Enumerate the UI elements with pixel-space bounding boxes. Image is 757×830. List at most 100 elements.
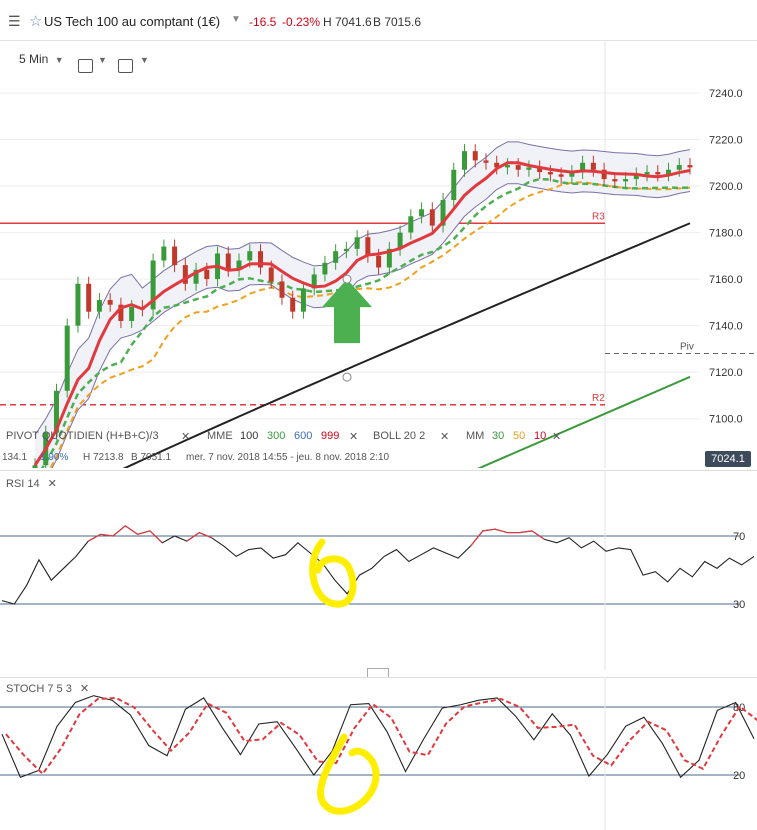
overbought-segment <box>519 530 533 534</box>
legend-mm[interactable]: MM <box>466 430 485 442</box>
hamburger-icon[interactable]: ☰ <box>8 13 21 29</box>
candle-body <box>64 325 70 391</box>
highlight-circle <box>317 733 380 815</box>
candle-body <box>580 162 586 173</box>
instrument-title[interactable]: US Tech 100 au comptant (1€) <box>44 14 221 29</box>
candle-body <box>590 162 596 170</box>
candle-body <box>429 209 435 226</box>
y-tick-label: 7180.0 <box>709 228 743 240</box>
oscillator-line <box>1 525 755 605</box>
overbought-segment <box>531 530 545 540</box>
panel-divider <box>0 470 757 471</box>
level-label: 70 <box>733 531 745 543</box>
legend-mm-10: 10 <box>534 430 547 442</box>
candle-body <box>86 283 92 312</box>
close-icon[interactable]: ✕ <box>79 683 90 695</box>
candle-body <box>472 151 478 161</box>
candle-body <box>236 260 242 270</box>
candle-body <box>666 169 672 175</box>
candle-body <box>118 304 124 321</box>
info-value: 134.1 <box>2 452 28 463</box>
candle-body <box>558 174 564 177</box>
candle-body <box>687 165 693 168</box>
y-tick-label: 7240.0 <box>709 88 743 100</box>
high-value: H 7041.6 <box>323 15 372 29</box>
price-chart[interactable]: 7240.0 7220.0 7200.0 7180.0 7160.0 7140.0 7120… <box>0 40 757 468</box>
instrument-header: ☰ ☆ US Tech 100 au comptant (1€) ▼ -16.5… <box>0 0 757 41</box>
timeframe-label: 5 Min <box>19 52 49 66</box>
overbought-segment <box>100 533 114 537</box>
candle-body <box>440 199 446 226</box>
moving-average-red-line <box>33 161 691 467</box>
candle-body <box>193 269 199 284</box>
close-icon[interactable]: ✕ <box>181 431 191 443</box>
candle-body <box>107 300 113 305</box>
level-label: 20 <box>733 770 745 782</box>
overbought-segment <box>469 530 484 547</box>
candle-body <box>204 269 210 280</box>
legend-mme-999: 999 <box>321 430 340 442</box>
rsi-label-text: RSI 14 <box>6 478 40 490</box>
arrow-handle <box>342 372 352 382</box>
legend-pivot[interactable]: PIVOT QUOTIDIEN (H+B+C)/3 <box>6 430 159 442</box>
panel-divider <box>0 677 757 678</box>
y-tick-label: 7160.0 <box>709 274 743 286</box>
y-tick-label: 7200.0 <box>709 181 743 193</box>
y-tick-label: 7140.0 <box>709 321 743 333</box>
arrow-handle <box>342 274 352 284</box>
candle-body <box>376 255 382 268</box>
candle-body <box>53 390 59 433</box>
candle-body <box>268 267 274 282</box>
candle-body <box>601 169 607 180</box>
candle-body <box>161 246 167 261</box>
stoch-label[interactable]: STOCH 7 5 3 ✕ <box>6 682 89 695</box>
bollinger-upper-line <box>34 141 691 436</box>
price-change-pct: -0.23% <box>282 15 321 29</box>
close-icon[interactable]: ✕ <box>440 431 450 443</box>
legend-mme[interactable]: MME <box>207 430 233 442</box>
candle-body <box>225 253 231 270</box>
candle-body <box>408 216 414 233</box>
candle-body <box>32 465 38 468</box>
candle-body <box>172 246 178 266</box>
candles-icon[interactable] <box>78 59 93 73</box>
candle-body <box>676 165 682 170</box>
overbought-segment <box>186 532 200 542</box>
candle-body <box>655 172 661 175</box>
candle-body <box>462 151 468 170</box>
info-low: B 7051.1 <box>131 452 172 463</box>
candle-body <box>397 232 403 249</box>
candle-body <box>257 251 263 268</box>
candle-body <box>129 307 135 321</box>
candle-body <box>451 169 457 200</box>
close-icon[interactable]: ✕ <box>552 431 562 443</box>
bid-value: B 7015.6 <box>373 15 422 29</box>
price-change: -16.5 <box>249 15 277 29</box>
close-icon[interactable]: ✕ <box>47 478 57 490</box>
candle-body <box>419 209 425 217</box>
chevron-down-icon[interactable]: ▼ <box>231 14 241 25</box>
stoch-label-text: STOCH 7 5 3 <box>6 683 72 695</box>
legend-boll[interactable]: BOLL 20 2 <box>373 430 426 442</box>
moving-average-green-line <box>477 375 691 468</box>
info-range: mer. 7 nov. 2018 14:55 - jeu. 8 nov. 201… <box>186 452 390 463</box>
rsi-label[interactable]: RSI 14 ✕ <box>6 477 57 490</box>
layout-icon[interactable] <box>118 59 133 73</box>
last-price-tag: 7024.1 <box>705 451 751 467</box>
overbought-segment <box>149 530 163 544</box>
legend-mme-600: 600 <box>294 430 313 442</box>
candle-body <box>633 174 639 180</box>
overbought-segment <box>199 532 212 539</box>
chevron-down-icon[interactable]: ▼ <box>140 55 149 65</box>
close-icon[interactable]: ✕ <box>349 431 359 443</box>
legend-mm-30: 30 <box>492 430 505 442</box>
rsi-chart[interactable]: 70 30 <box>0 470 757 670</box>
chevron-down-icon[interactable]: ▼ <box>98 55 107 65</box>
timeframe-select[interactable]: 5 Min ▼ <box>19 52 64 66</box>
star-icon[interactable]: ☆ <box>29 13 43 30</box>
candle-body <box>290 297 296 312</box>
overbought-segment <box>137 530 151 535</box>
overbought-segment <box>112 525 126 537</box>
candle-body <box>504 165 510 168</box>
